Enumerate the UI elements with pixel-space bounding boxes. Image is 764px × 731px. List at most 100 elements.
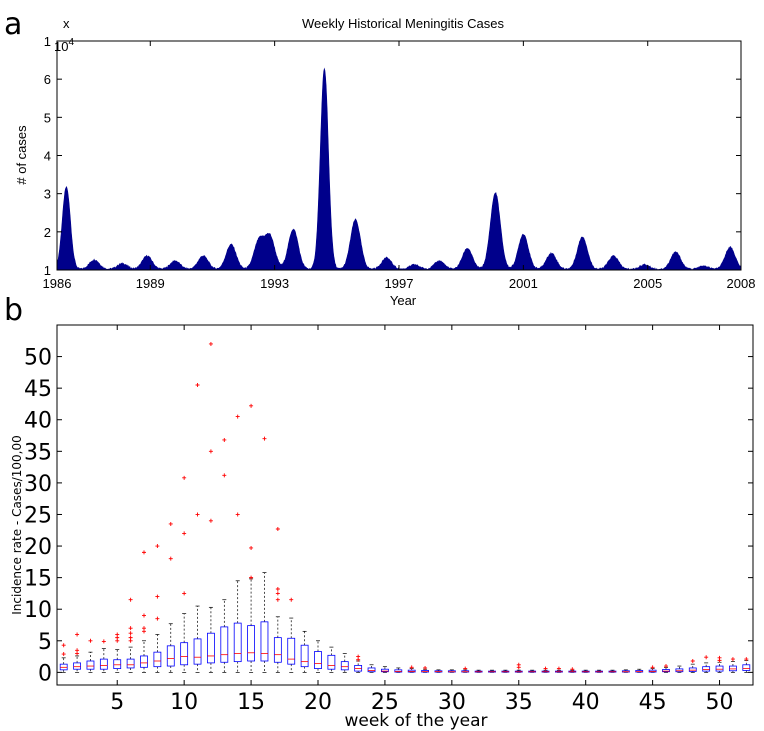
panel-b-ytick-label: 15 — [24, 567, 52, 592]
box-week-41 — [595, 669, 603, 673]
panel-a-exponent-x: x — [63, 16, 70, 31]
outlier-marker — [222, 437, 227, 442]
box-week-46 — [662, 664, 670, 673]
box-week-29 — [434, 669, 443, 673]
box-week-21 — [327, 646, 336, 673]
box-week-25 — [381, 666, 389, 673]
panel-b-xtick-label: 15 — [237, 690, 265, 715]
outlier-marker — [182, 475, 187, 480]
panel-b-xtick-label: 50 — [706, 690, 734, 715]
panel-a-xtick-label: 2005 — [633, 276, 662, 291]
box-week-38 — [555, 666, 563, 673]
panel-b-xlabel: week of the year — [344, 711, 487, 731]
panel-b-xtick-label: 45 — [639, 690, 667, 715]
box-iqr — [287, 637, 296, 665]
outlier-marker — [128, 631, 133, 636]
panel-b-ytick-label: 20 — [24, 535, 52, 560]
panel-b-plot — [59, 341, 751, 673]
box-week-52 — [742, 657, 751, 673]
box-iqr — [273, 637, 282, 663]
box-week-43 — [621, 669, 630, 673]
outlier-marker — [650, 665, 655, 670]
outlier-marker — [155, 616, 160, 621]
outlier-marker — [556, 666, 561, 671]
outlier-marker — [275, 527, 280, 531]
panel-b-ytick-label: 5 — [38, 630, 52, 655]
box-iqr — [260, 621, 269, 662]
panel-a-exponent-base: 104 — [54, 37, 74, 54]
box-week-18 — [287, 597, 296, 673]
box-week-12 — [207, 341, 215, 673]
box-week-30 — [447, 669, 456, 673]
box-iqr — [729, 665, 737, 672]
outlier-marker — [155, 544, 160, 549]
outlier-marker — [195, 383, 200, 387]
box-week-45 — [648, 665, 657, 673]
box-week-17 — [273, 527, 282, 673]
panel-b-y-ticks: 0 5 10 15 20 25 30 35 40 45 50 — [24, 346, 753, 686]
panel-a-x-ticks: 1986 1989 1993 1997 2001 2005 2008 — [43, 41, 755, 291]
box-week-37 — [541, 666, 550, 673]
weekly-cases-area — [56, 67, 742, 271]
outlier-marker — [463, 666, 468, 671]
outlier-marker — [275, 587, 280, 591]
outlier-marker — [142, 613, 146, 618]
box-week-4 — [99, 639, 108, 673]
box-week-15 — [247, 403, 255, 673]
box-week-10 — [180, 475, 189, 673]
panel-b-ytick-label: 10 — [24, 598, 52, 623]
outlier-marker — [222, 473, 227, 478]
outlier-marker — [101, 639, 106, 644]
panel-b-label: b — [4, 293, 23, 328]
outlier-marker — [289, 597, 294, 602]
outlier-marker — [115, 632, 120, 637]
panel-a-ytick-label: 1 — [44, 34, 51, 49]
outlier-marker — [168, 521, 173, 526]
box-week-39 — [568, 667, 577, 673]
box-iqr — [166, 645, 175, 667]
box-week-1 — [59, 643, 68, 673]
box-week-22 — [340, 653, 349, 673]
panel-b-ytick-label: 0 — [38, 661, 52, 686]
box-week-28 — [421, 665, 429, 673]
box-week-19 — [300, 630, 309, 673]
box-week-35 — [514, 662, 523, 673]
panel-a-ytick-label: 4 — [44, 149, 51, 164]
box-week-23 — [354, 654, 363, 673]
outlier-marker — [356, 654, 361, 659]
box-week-49 — [702, 655, 711, 673]
outlier-marker — [423, 665, 428, 670]
panel-a-xtick-label: 1993 — [260, 276, 289, 291]
panel-b-ytick-label: 40 — [24, 409, 52, 434]
panel-a-plot — [56, 67, 742, 271]
panel-a-ytick-label: 2 — [44, 225, 51, 240]
box-iqr — [73, 662, 81, 670]
panel-b-xtick-label: 10 — [170, 690, 198, 715]
outlier-marker — [275, 591, 280, 596]
box-week-26 — [394, 667, 403, 673]
box-week-51 — [729, 657, 737, 673]
outlier-marker — [235, 414, 240, 419]
box-week-8 — [153, 544, 162, 673]
outlier-marker — [570, 667, 575, 672]
panel-b-ytick-label: 50 — [24, 346, 52, 371]
outlier-marker — [717, 655, 722, 660]
box-iqr — [126, 658, 135, 669]
outlier-marker — [409, 665, 414, 670]
panel-b-xtick-label: 5 — [110, 690, 124, 715]
box-iqr — [688, 667, 697, 672]
box-week-7 — [140, 550, 148, 673]
outlier-marker — [128, 597, 133, 602]
box-iqr — [180, 642, 189, 666]
panel-a-xlabel: Year — [390, 293, 417, 308]
outlier-marker — [249, 575, 254, 580]
box-iqr — [113, 659, 122, 669]
box-iqr — [314, 651, 322, 669]
panel-a-ytick-label: 6 — [44, 72, 51, 87]
box-week-13 — [220, 437, 229, 673]
outlier-marker — [61, 652, 66, 657]
outlier-marker — [155, 594, 160, 599]
outlier-marker — [249, 545, 254, 550]
outlier-marker — [142, 626, 146, 631]
